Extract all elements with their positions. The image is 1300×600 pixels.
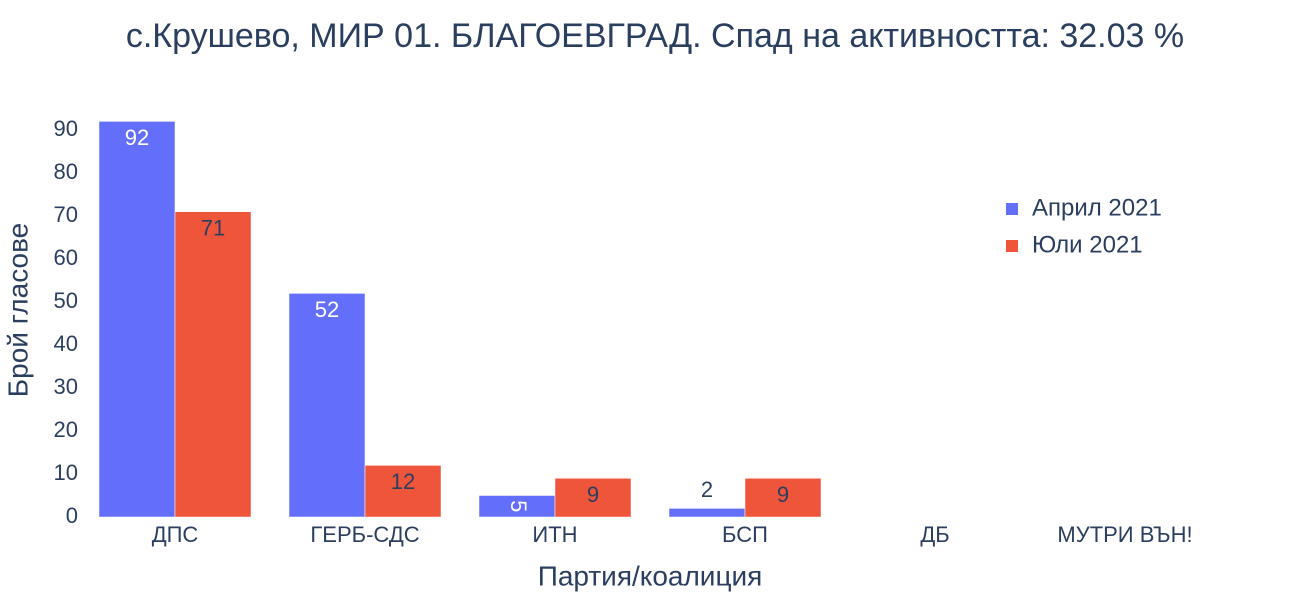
data-label: 52: [315, 297, 339, 322]
y-tick-label: 30: [54, 374, 78, 399]
y-tick-label: 60: [54, 245, 78, 270]
x-tick-label: ДБ: [920, 522, 949, 547]
y-tick-label: 20: [54, 417, 78, 442]
bar: [668, 508, 746, 518]
x-tick-label: МУТРИ ВЪН!: [1057, 522, 1192, 547]
y-tick-label: 40: [54, 331, 78, 356]
y-tick-label: 70: [54, 202, 78, 227]
x-axis-title: Партия/коалиция: [538, 560, 763, 591]
x-tick-label: БСП: [722, 522, 768, 547]
bar: [288, 293, 366, 518]
chart-title: с.Крушево, МИР 01. БЛАГОЕВГРАД. Спад на …: [126, 17, 1184, 55]
legend-swatch: [1006, 203, 1018, 215]
y-tick-label: 80: [54, 159, 78, 184]
data-label: 92: [125, 125, 149, 150]
y-tick-label: 10: [54, 460, 78, 485]
bar: [554, 478, 632, 518]
x-tick-label: ИТН: [532, 522, 577, 547]
x-tick-label: ГЕРБ-СДС: [310, 522, 419, 547]
x-tick-label: ДПС: [152, 522, 199, 547]
bar: [744, 478, 822, 518]
y-tick-label: 90: [54, 116, 78, 141]
data-label: 9: [587, 482, 599, 507]
y-tick-label: 0: [66, 503, 78, 528]
legend-label: Април 2021: [1032, 194, 1162, 221]
legend-swatch: [1006, 240, 1018, 252]
data-label: 71: [201, 216, 225, 241]
bar: [174, 211, 252, 518]
data-label: 5: [506, 500, 531, 512]
y-tick-label: 50: [54, 288, 78, 313]
data-label: 9: [777, 482, 789, 507]
y-axis-title: Брой гласове: [2, 223, 33, 397]
data-label: 2: [701, 477, 713, 502]
legend-label: Юли 2021: [1032, 231, 1143, 258]
bar: [364, 465, 442, 518]
data-label: 12: [391, 469, 415, 494]
bar: [98, 121, 176, 518]
